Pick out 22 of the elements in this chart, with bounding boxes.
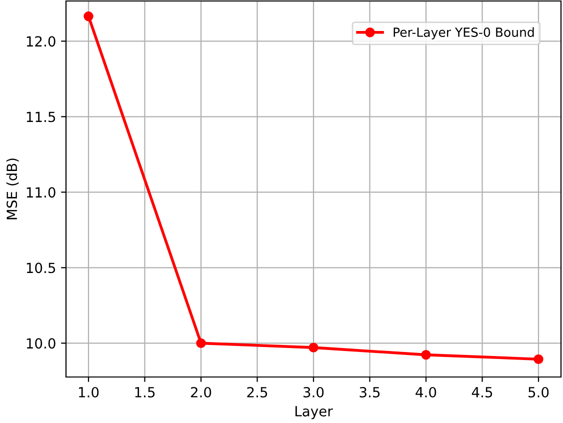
x-tick-label: 2.0 xyxy=(190,386,212,398)
x-tick-label: 5.0 xyxy=(528,386,549,398)
point xyxy=(84,11,94,22)
y-tick-label: 11.5 xyxy=(26,112,56,122)
y-axis-title: MSE (dB) xyxy=(6,158,19,220)
x-tick-label: 1.0 xyxy=(78,386,99,398)
x-tick-label: 4.0 xyxy=(416,386,436,398)
y-tick-label: 10.5 xyxy=(26,262,56,274)
legend-label: Per-Layer YES-0 Bound xyxy=(394,27,534,40)
x-axis-title: Layer xyxy=(296,406,333,420)
x-tick-label: 1.5 xyxy=(135,387,155,398)
x-tick-label: 2.5 xyxy=(247,386,268,398)
x-tick-label: 3.0 xyxy=(304,386,324,398)
point xyxy=(534,354,544,364)
point xyxy=(196,338,206,348)
y-tick-label: 12.0 xyxy=(26,36,56,47)
x-tick-label: 4.5 xyxy=(472,387,492,398)
point xyxy=(308,342,318,352)
y-tick-label: 10.0 xyxy=(26,338,56,349)
point xyxy=(421,350,431,360)
y-tick-label: 11.0 xyxy=(26,187,56,198)
x-tick-label: 3.5 xyxy=(360,386,380,398)
